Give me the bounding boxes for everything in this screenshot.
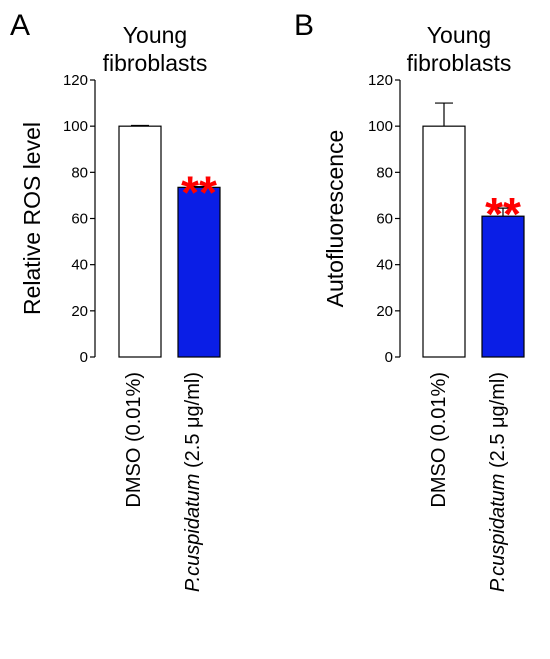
category-label: DMSO (0.01%) (428, 372, 450, 508)
category-label-text: DMSO (0.01%) (123, 372, 145, 508)
category-label-text: (2.5 μg/ml) (182, 372, 204, 474)
chart-title-line: Young (123, 22, 187, 48)
y-tick-label: 20 (376, 303, 393, 320)
significance-marker: ** (485, 188, 521, 240)
y-tick-label: 60 (376, 211, 393, 228)
y-tick-label: 0 (80, 349, 88, 366)
category-label: P.cuspidatum (2.5 μg/ml) (182, 372, 204, 592)
y-tick-label: 120 (368, 72, 393, 89)
bar-2 (481, 215, 525, 358)
panel-letter: A (10, 9, 30, 42)
y-tick-label: 40 (71, 257, 88, 274)
category-label: DMSO (0.01%) (123, 372, 145, 508)
y-tick-label: 20 (71, 303, 88, 320)
category-label: P.cuspidatum (2.5 μg/ml) (487, 372, 509, 592)
panel-letter: B (294, 9, 314, 42)
chart-title-line: Young (427, 22, 491, 48)
category-label-text: (2.5 μg/ml) (487, 372, 509, 474)
chart-title-line: fibroblasts (407, 50, 512, 76)
y-tick-label: 100 (63, 118, 88, 135)
y-tick-label: 80 (376, 164, 393, 181)
y-tick-label: 60 (71, 211, 88, 228)
y-tick-label: 80 (71, 164, 88, 181)
category-label-text: DMSO (0.01%) (428, 372, 450, 508)
y-tick-label: 100 (368, 118, 393, 135)
category-label-italic: P.cuspidatum (182, 474, 204, 593)
bar-1 (422, 125, 466, 358)
chart-title-line: fibroblasts (103, 50, 208, 76)
bar-1 (118, 125, 162, 358)
significance-marker: ** (181, 167, 217, 219)
y-tick-label: 40 (376, 257, 393, 274)
y-tick-label: 120 (63, 72, 88, 89)
y-axis-label: Autofluorescence (322, 130, 348, 308)
y-tick-label: 0 (385, 349, 393, 366)
y-axis-label: Relative ROS level (19, 122, 45, 315)
category-label-italic: P.cuspidatum (487, 474, 509, 593)
